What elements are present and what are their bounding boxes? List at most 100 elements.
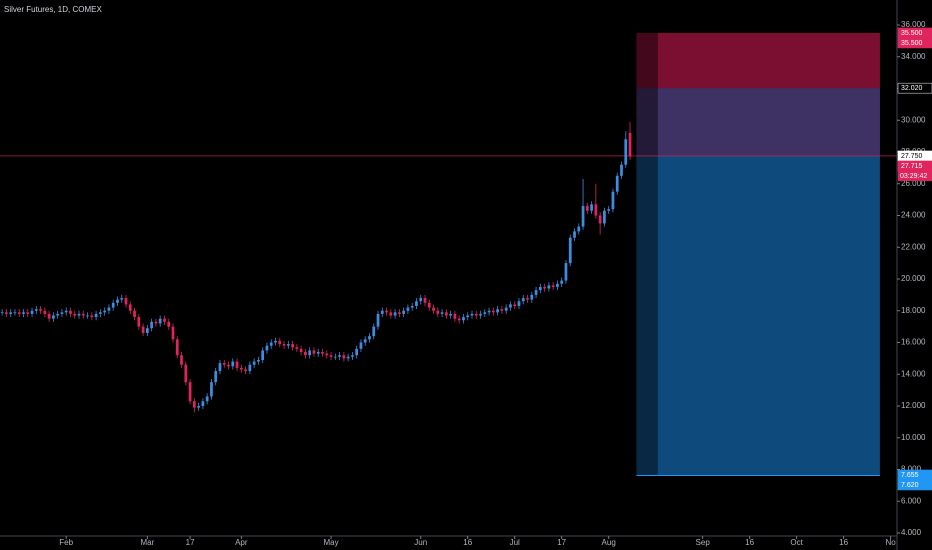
candle-body	[415, 301, 418, 306]
y-tick-label: 22.000	[901, 242, 926, 251]
candle-body	[205, 396, 209, 402]
y-tick-label: 14.000	[901, 369, 926, 378]
candle-body	[107, 307, 111, 311]
candle-body	[363, 339, 367, 343]
candle-body	[453, 313, 457, 319]
candle-body	[175, 339, 179, 356]
candle-body	[538, 286, 542, 291]
candle-body	[342, 355, 346, 359]
candle-body	[385, 310, 388, 313]
candle-body	[244, 369, 247, 372]
candle-body	[521, 298, 525, 302]
candle-body	[380, 310, 384, 314]
candle-body	[99, 312, 102, 314]
candle-body	[278, 340, 282, 345]
candle-body	[13, 312, 17, 314]
candle-body	[376, 313, 380, 327]
candle-body	[491, 310, 495, 313]
candle-body	[329, 355, 333, 357]
candle-body	[427, 302, 431, 308]
x-tick-label: 16	[839, 538, 848, 547]
candle-body	[86, 315, 89, 317]
candle-body	[603, 210, 606, 224]
candle-body	[474, 313, 478, 316]
candle-body	[590, 204, 593, 211]
candle-body	[218, 363, 222, 372]
candle-body	[462, 317, 465, 321]
candle-body	[295, 347, 299, 349]
candle-body	[316, 352, 320, 354]
candle-body	[22, 312, 25, 314]
candle-body	[547, 285, 551, 289]
candle-body	[551, 285, 555, 287]
y-tick-label: 30.000	[901, 115, 926, 124]
candle-body	[504, 307, 508, 311]
candle-body	[304, 352, 307, 356]
candle-body	[308, 350, 312, 356]
candle-body	[581, 205, 585, 227]
candle-body	[56, 313, 60, 316]
position-shade	[636, 32, 658, 476]
candle-body	[598, 215, 602, 224]
candle-body	[188, 382, 192, 402]
candle-body	[77, 313, 81, 316]
x-tick-label: Oct	[790, 538, 803, 547]
candle-body	[116, 299, 119, 303]
candle-body	[389, 312, 393, 316]
candle-body	[359, 342, 363, 349]
candle-body	[0, 312, 4, 314]
price-label: 7.620	[901, 482, 919, 489]
candle-body	[346, 356, 350, 359]
y-tick-label: 36.000	[901, 20, 926, 29]
x-tick-label: Jun	[414, 538, 427, 547]
candle-body	[517, 301, 521, 306]
candle-body	[620, 164, 623, 176]
price-label: 35.500	[901, 30, 923, 37]
candle-body	[261, 350, 265, 360]
candle-body	[483, 312, 487, 314]
candle-body	[282, 344, 286, 346]
candle-body	[120, 298, 124, 300]
candle-body	[406, 307, 410, 311]
x-tick-label: 16	[745, 538, 754, 547]
candle-body	[423, 298, 427, 303]
candle-body	[500, 309, 504, 311]
candle-body	[479, 313, 482, 316]
price-label: 27.750	[901, 153, 923, 160]
candle-body	[299, 348, 303, 353]
candle-body	[64, 310, 68, 313]
candle-body	[30, 310, 34, 314]
candle-body	[265, 345, 269, 351]
candle-body	[432, 307, 435, 311]
target-zone	[636, 155, 880, 476]
candle-body	[252, 361, 256, 365]
candle-body	[81, 313, 85, 316]
candle-body	[141, 326, 145, 333]
candle-body	[487, 310, 491, 313]
candle-body	[133, 310, 136, 318]
candle-body	[564, 263, 568, 281]
candle-body	[69, 310, 72, 314]
y-tick-label: 10.000	[901, 433, 926, 442]
candle-body	[286, 344, 290, 346]
countdown: 03:29:42	[900, 173, 927, 180]
candle-body	[17, 312, 21, 314]
candle-body	[466, 315, 470, 318]
price-label: 32.020	[901, 85, 923, 92]
candle-body	[419, 298, 423, 302]
candle-body	[257, 359, 260, 362]
candle-body	[163, 318, 166, 322]
candle-body	[560, 280, 564, 284]
candle-body	[47, 313, 51, 319]
candle-body	[440, 312, 444, 314]
candle-body	[94, 313, 98, 318]
candle-body	[372, 326, 376, 337]
candle-body	[530, 294, 534, 300]
candle-body	[402, 310, 406, 314]
x-tick-label: May	[323, 538, 338, 547]
y-tick-label: 12.000	[901, 401, 926, 410]
candle-body	[436, 310, 440, 314]
candle-body	[624, 139, 628, 165]
candle-body	[509, 304, 512, 308]
y-tick-label: 24.000	[901, 211, 926, 220]
